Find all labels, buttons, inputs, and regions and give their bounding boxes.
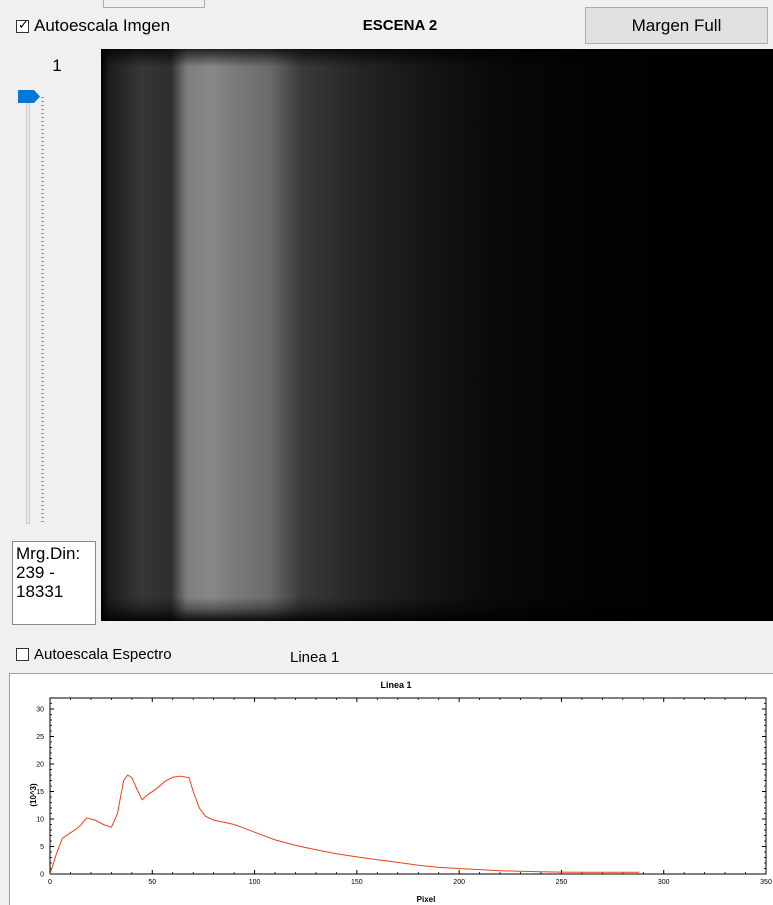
y-tick-label: 10: [36, 817, 44, 824]
spectrum-chart: Linea 1 (10^3) Pixel 0 50 100 150 200 250 300 3…: [29, 680, 772, 904]
dynamic-range-max: 18331: [16, 582, 64, 601]
slider-ticks: [41, 97, 44, 523]
chart-title: Linea 1: [380, 680, 411, 690]
y-tick-label: 15: [36, 789, 44, 796]
spectrum-image-view[interactable]: [101, 49, 773, 621]
x-tick-label: 150: [351, 879, 363, 886]
y-tick-label: 5: [40, 844, 44, 851]
y-tick-label: 20: [36, 762, 44, 769]
chart-frame: [49, 697, 767, 875]
scene-title: ESCENA 2: [362, 17, 438, 34]
dynamic-range-label: Mrg.Din:: [16, 544, 81, 563]
dynamic-range-min: 239 -: [16, 563, 55, 582]
top-tab-button[interactable]: [103, 0, 205, 8]
x-tick-label: 300: [658, 879, 670, 886]
x-tick-label: 200: [453, 879, 465, 886]
vertical-slider-track[interactable]: [26, 96, 30, 524]
y-tick-label: 30: [36, 707, 44, 714]
x-tick-label: 0: [48, 879, 52, 886]
x-tick-label: 250: [556, 879, 568, 886]
y-tick-label: 25: [36, 734, 44, 741]
x-tick-label: 50: [148, 879, 156, 886]
chart-plot-area: 0 50 100 150 200 250 300 350 0 5 10 15 20 25 30: [36, 697, 772, 886]
autoscale-image-label: Autoescala Imgen: [34, 16, 171, 35]
autoscale-spectrum-label: Autoescala Espectro: [34, 646, 172, 663]
autoscale-image-checkbox[interactable]: Autoescala Imgen: [16, 16, 170, 36]
slider-value: 1: [52, 56, 62, 75]
line-label: Linea 1: [290, 649, 340, 666]
dynamic-range-box: Mrg.Din: 239 - 18331: [12, 541, 96, 625]
slider-thumb-shape[interactable]: [18, 90, 40, 103]
spectrum-line: [49, 774, 640, 875]
checkbox-checked-icon[interactable]: [16, 17, 29, 33]
checkbox-unchecked-icon[interactable]: [16, 648, 29, 661]
chart-x-axis-label: Pixel: [417, 895, 436, 904]
x-tick-label: 100: [249, 879, 261, 886]
chart-y-axis-label: (10^3): [29, 783, 38, 807]
margin-full-button[interactable]: Margen Full: [585, 7, 768, 44]
autoscale-spectrum-checkbox[interactable]: Autoescala Espectro: [16, 646, 172, 663]
spectrum-chart-panel[interactable]: Linea 1 (10^3) Pixel 0 50 100 150 200 250 300 3…: [9, 673, 773, 905]
x-tick-label: 350: [760, 879, 772, 886]
y-tick-label: 0: [40, 872, 44, 879]
slider-thumb[interactable]: [18, 90, 41, 103]
